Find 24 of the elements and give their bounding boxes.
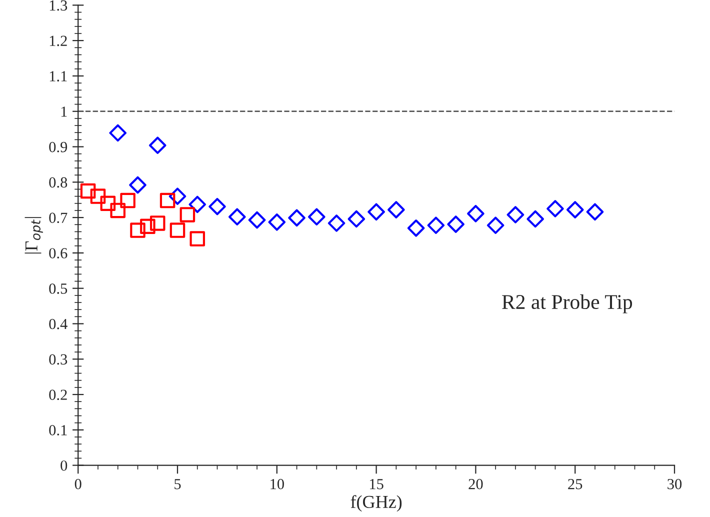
y-tick-label: 0.6: [49, 248, 68, 258]
x-tick-label: 30: [668, 478, 682, 490]
x-tick-label: 10: [270, 478, 284, 490]
y-tick-label: 1.2: [50, 36, 67, 46]
x-axis-title: f(GHz): [350, 495, 402, 512]
x-tick-label: 0: [74, 478, 82, 490]
y-axis-title: |Γ$_{opt}$|: [24, 217, 43, 254]
y-tick-label: 0.2: [49, 390, 67, 400]
x-tick-label: 5: [174, 479, 181, 490]
x-tick-label: 25: [568, 478, 582, 490]
x-tick-label: 15: [370, 479, 384, 490]
y-tick-label: 0.3: [49, 354, 68, 365]
y-tick-label: 1.3: [50, 0, 68, 11]
y-tick-label: 0.1: [49, 425, 67, 436]
y-tick-label: 0.7: [49, 212, 68, 224]
y-tick-label: 0.9: [49, 142, 68, 152]
y-tick-label: 1.1: [50, 71, 67, 82]
y-tick-label: 0.4: [49, 318, 68, 330]
y-tick-label: 0.8: [49, 177, 68, 188]
y-tick-label: 0: [60, 460, 68, 471]
y-tick-label: 1: [61, 106, 67, 117]
annotation: R2 at Probe Tip: [502, 294, 632, 314]
y-tick-label: 0.5: [49, 283, 68, 294]
x-tick-label: 20: [468, 478, 483, 490]
